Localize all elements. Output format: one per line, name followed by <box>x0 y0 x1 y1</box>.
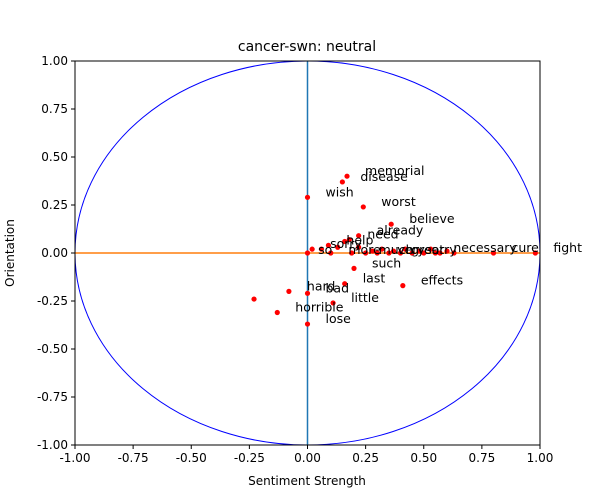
data-point <box>342 238 348 245</box>
x-tick-label: -0.25 <box>234 451 265 465</box>
cluster-word-label: great <box>411 242 444 257</box>
x-tick-label: 0.25 <box>352 451 379 465</box>
word-label: sorry <box>330 236 362 251</box>
word-label: wish <box>326 184 354 199</box>
word-label: disease <box>360 169 408 184</box>
y-tick-label: 0.50 <box>41 150 68 164</box>
x-tick-label: -0.50 <box>176 451 207 465</box>
cluster-word-label: very <box>397 242 425 257</box>
word-label: such <box>372 255 401 270</box>
y-tick-label: -0.50 <box>37 342 68 356</box>
axes: -1.00 -0.75 -0.50 -0.25 0.00 0.25 0.50 0.75 1.00… <box>37 54 553 465</box>
data-point <box>251 296 257 302</box>
data-point <box>304 194 311 200</box>
x-axis-label: Sentiment Strength <box>248 474 366 488</box>
cluster-word-label: more <box>348 242 381 257</box>
data-point <box>335 244 341 250</box>
data-point <box>356 233 362 239</box>
data-point <box>388 221 394 227</box>
data-point <box>356 244 362 250</box>
data-point <box>432 250 438 256</box>
data-point <box>328 250 334 256</box>
data-point <box>386 250 392 256</box>
data-point <box>274 309 280 316</box>
y-axis-label: Orientation <box>3 219 17 287</box>
x-tick-label: -0.75 <box>118 451 149 465</box>
data-point <box>363 250 369 256</box>
data-point <box>402 246 408 252</box>
word-label: help <box>346 232 373 247</box>
data-point <box>379 246 385 252</box>
plot-inner <box>75 61 540 445</box>
data-point <box>330 300 336 306</box>
data-point <box>374 250 380 256</box>
data-point <box>286 288 292 294</box>
word-label: memorial <box>365 163 424 178</box>
word-label: little <box>351 290 379 305</box>
data-point <box>444 248 450 254</box>
data-point <box>451 250 457 256</box>
word-label: lose <box>326 311 352 326</box>
y-tick-label: -0.75 <box>37 390 68 404</box>
data-point <box>437 250 443 256</box>
word-label: last <box>363 271 386 286</box>
data-point <box>344 173 350 179</box>
word-label: bad <box>326 280 350 295</box>
data-point <box>346 236 352 243</box>
cluster-word-label: much <box>379 242 414 257</box>
data-point <box>416 248 422 254</box>
data-point <box>325 242 332 248</box>
word-labels: so moremuchverygreatsorrymemorialdiseasew… <box>295 163 582 326</box>
word-label: worst <box>381 194 416 209</box>
word-label: necessary <box>453 240 517 255</box>
data-point <box>532 250 538 256</box>
word-label: need <box>367 227 398 242</box>
x-tick-label: 1.00 <box>527 451 554 465</box>
data-point <box>409 250 415 256</box>
chart-title: cancer-swn: neutral <box>238 39 376 55</box>
data-point <box>400 283 406 289</box>
y-tick-label: -0.25 <box>37 294 68 308</box>
data-point <box>349 250 355 256</box>
data-point <box>309 246 315 252</box>
data-point <box>397 250 404 256</box>
cluster-word-label: so <box>318 242 332 257</box>
plot-area: so moremuchverygreatsorrymemorialdiseasew… <box>75 61 582 445</box>
y-tick-label: -1.00 <box>37 438 68 452</box>
data-point <box>351 265 357 271</box>
x-tick-label: 0.00 <box>294 451 321 465</box>
y-tick-label: 0.00 <box>41 246 68 260</box>
word-label: believe <box>409 211 455 226</box>
data-point <box>390 248 397 254</box>
data-point <box>318 246 325 252</box>
x-tick-label: -1.00 <box>59 451 90 465</box>
x-tick-label: 0.75 <box>469 451 496 465</box>
y-tick-label: 0.75 <box>41 102 68 116</box>
data-point <box>428 246 434 252</box>
data-point <box>304 321 311 327</box>
word-label: effects <box>421 273 463 288</box>
word-label: horrible <box>295 300 344 315</box>
data-point <box>304 290 311 296</box>
data-point <box>304 250 311 256</box>
data-point <box>421 250 427 256</box>
data-point <box>360 204 366 210</box>
word-label: fight <box>553 240 582 255</box>
cluster-word-label: sorry <box>425 242 457 257</box>
word-label: hard <box>307 278 335 293</box>
data-point <box>342 281 348 287</box>
word-label: cure <box>512 240 540 255</box>
data-point <box>370 248 376 254</box>
word-label: already <box>377 223 424 238</box>
data-point <box>339 179 345 185</box>
x-tick-label: 0.50 <box>410 451 437 465</box>
y-tick-label: 1.00 <box>41 54 68 68</box>
y-tick-label: 0.25 <box>41 198 68 212</box>
data-point <box>490 250 497 256</box>
